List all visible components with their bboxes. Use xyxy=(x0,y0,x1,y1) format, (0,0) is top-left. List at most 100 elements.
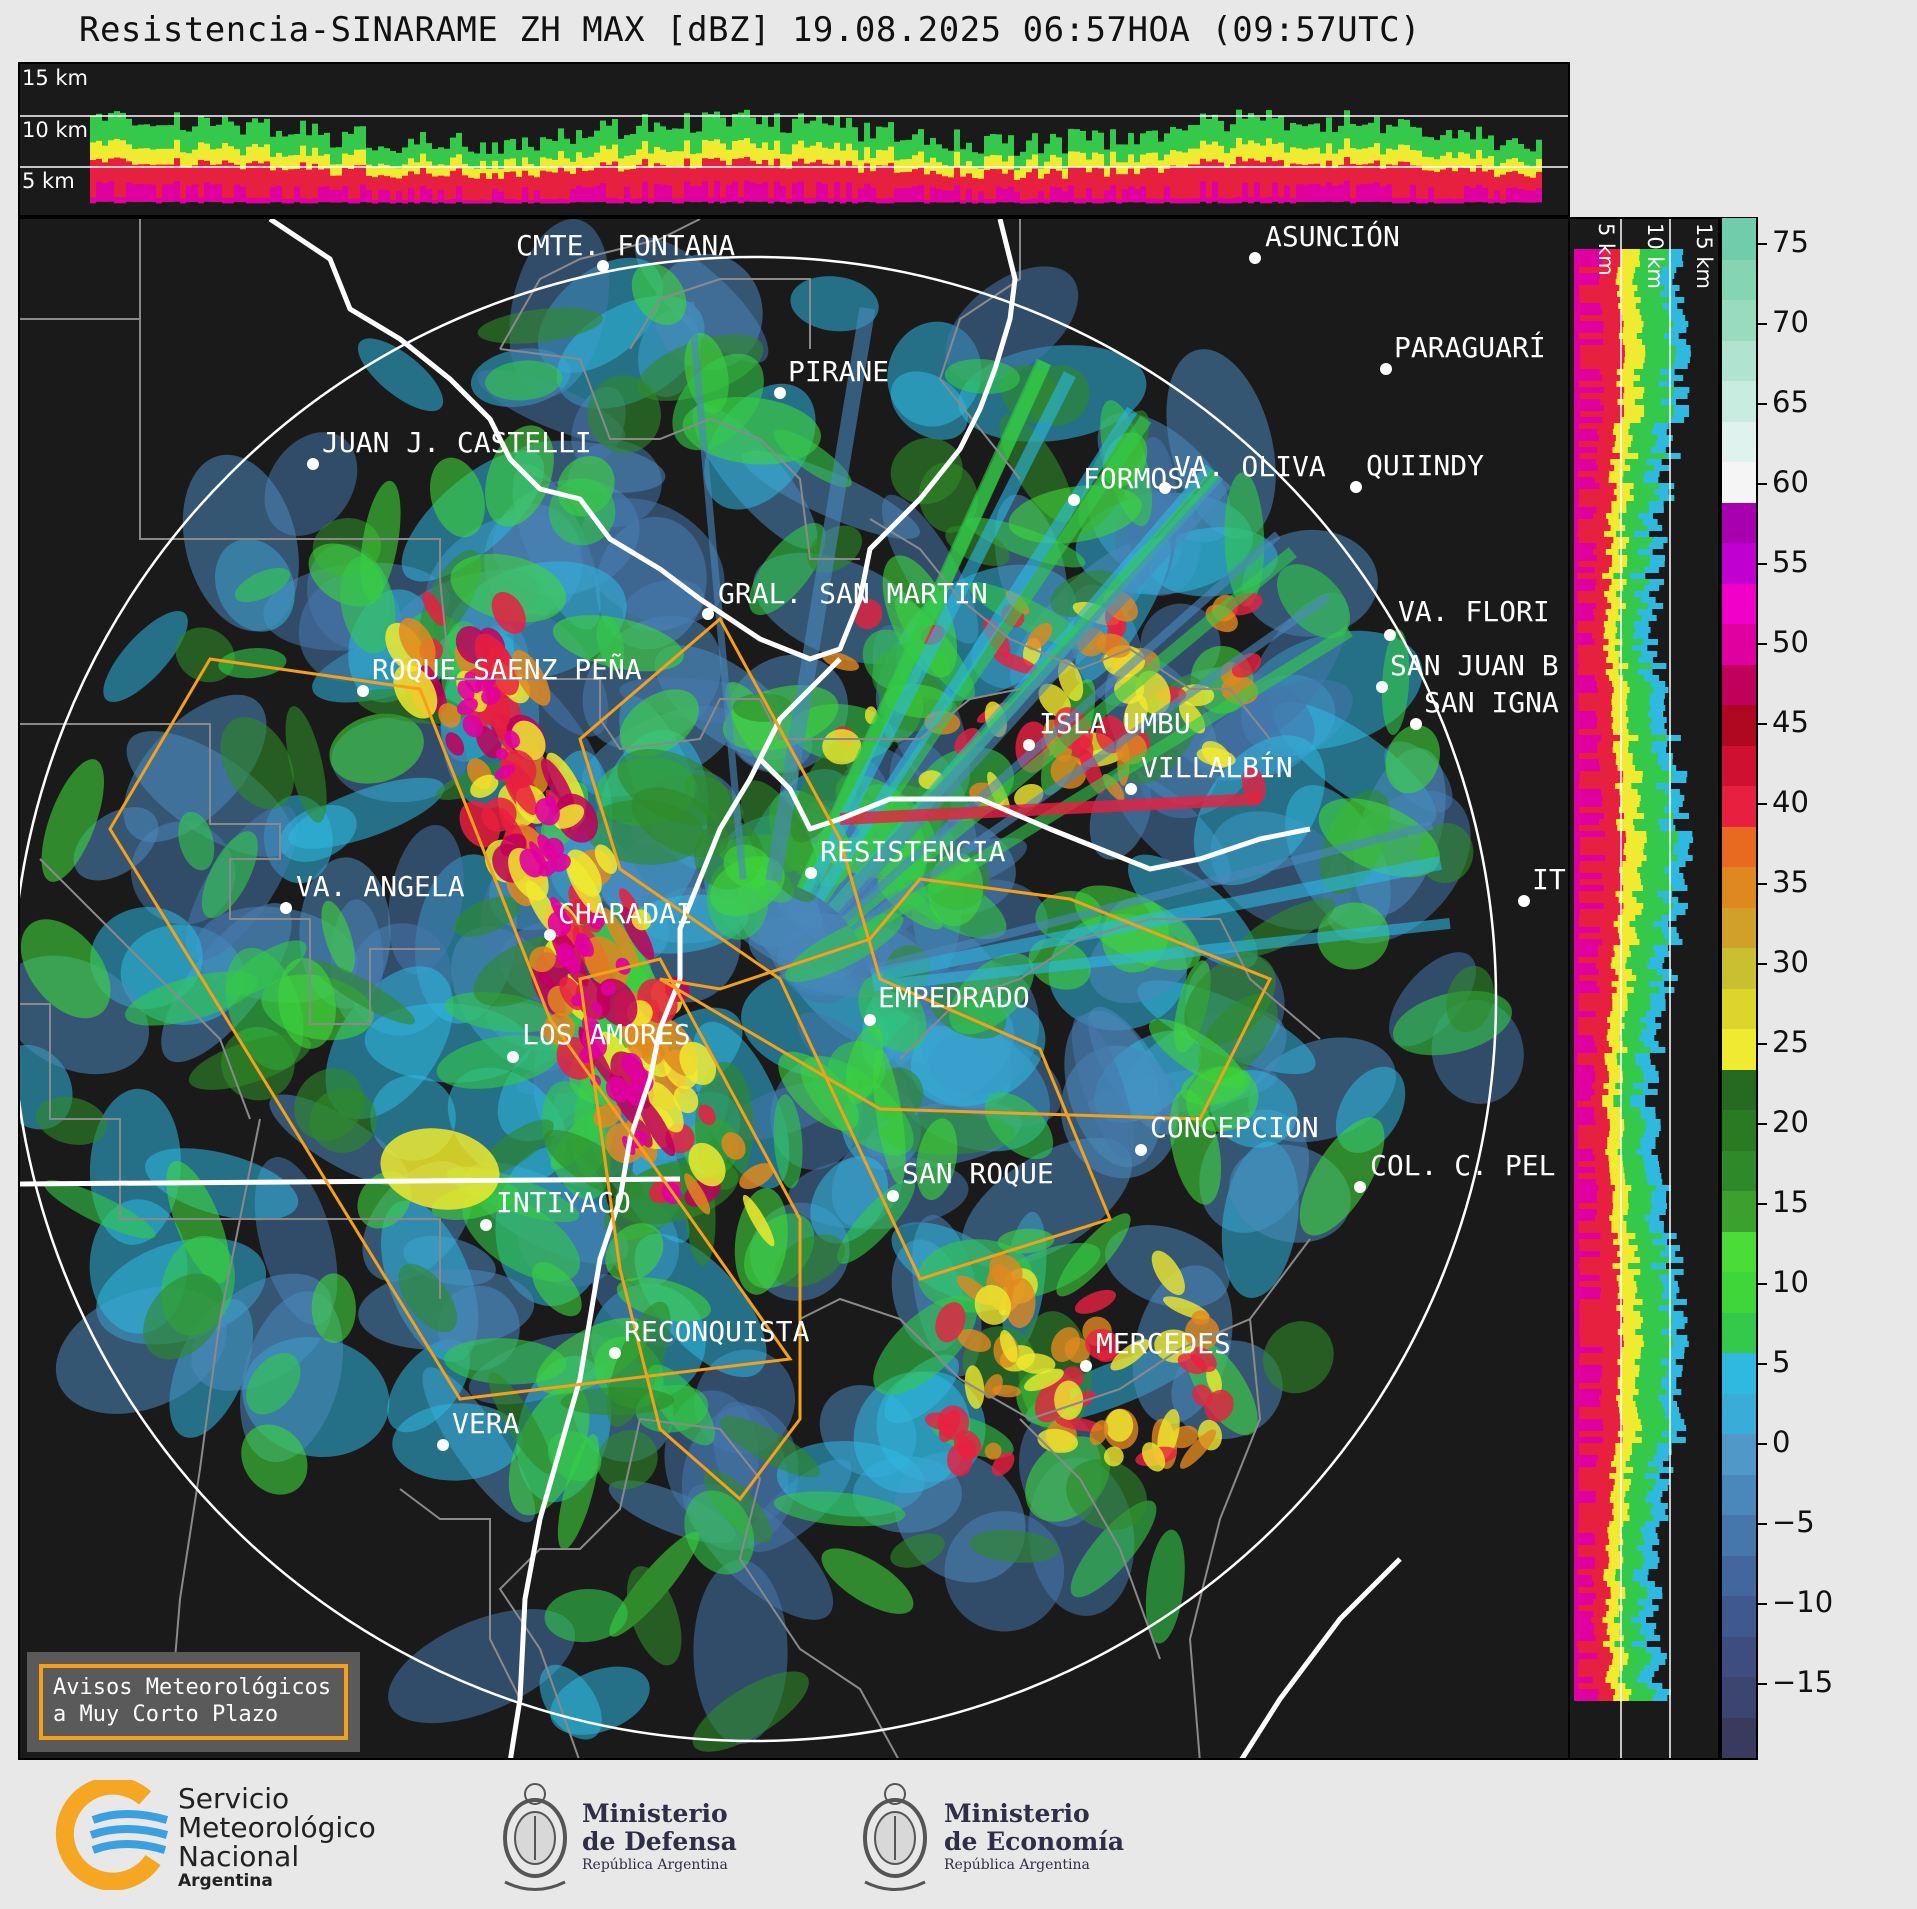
admin-borders xyxy=(20,219,1321,1758)
city-marker xyxy=(307,458,319,470)
city-label: RECONQUISTA xyxy=(624,1315,810,1348)
colorbar-tick xyxy=(1758,483,1767,485)
colorbar-segment xyxy=(1722,1190,1756,1232)
colorbar-tick xyxy=(1758,403,1767,405)
city-label: COL. C. PEL xyxy=(1370,1149,1556,1182)
colorbar-segment xyxy=(1722,987,1756,1029)
colorbar-tick xyxy=(1758,243,1767,245)
city-label: CHARADAI xyxy=(558,897,693,930)
city-label: MERCEDES xyxy=(1096,1327,1231,1360)
radar-map[interactable]: CMTE. FONTANA ASUNCIÓN PARAGUARÍ PIRANE JUAN… xyxy=(18,217,1570,1760)
city-label: CMTE. FONTANA xyxy=(516,229,736,262)
range-ring xyxy=(20,255,1498,1743)
city-label: VA. OLIVA xyxy=(1174,450,1326,483)
top-km-label-10: 10 km xyxy=(22,118,89,142)
city-marker xyxy=(1080,1360,1092,1372)
top-cross-section-graphic xyxy=(20,109,1568,204)
colorbar-segment xyxy=(1722,947,1756,989)
colorbar-segment xyxy=(1722,1352,1756,1394)
colorbar-tick-label: 45 xyxy=(1772,705,1809,739)
city-label: ROQUE SAENZ PEÑA xyxy=(372,653,642,686)
city-marker xyxy=(1350,481,1362,493)
city-label: SAN ROQUE xyxy=(902,1157,1054,1190)
city-marker xyxy=(507,1051,519,1063)
colorbar-segment xyxy=(1722,1149,1756,1191)
economia-line-2: de Economía xyxy=(944,1827,1125,1856)
smn-line-3: Nacional xyxy=(178,1840,300,1873)
city-label: FORMOSA xyxy=(1083,462,1202,495)
city-marker xyxy=(702,608,714,620)
colorbar-tick-label: 10 xyxy=(1772,1265,1809,1299)
colorbar-tick xyxy=(1758,1603,1767,1605)
warning-legend-box[interactable]: Avisos Meteorológicos a Muy Corto Plazo xyxy=(27,1652,360,1752)
right-km-label-5: 5 km xyxy=(1594,223,1618,276)
colorbar-segment xyxy=(1722,866,1756,908)
city-marker xyxy=(609,1347,621,1359)
colorbar-segment xyxy=(1722,1514,1756,1556)
rivers xyxy=(20,219,1402,1758)
top-cross-section: 15 km 10 km 5 km xyxy=(18,62,1570,217)
radar-echoes xyxy=(20,219,1524,1752)
colorbar-tick-label: 30 xyxy=(1772,945,1809,979)
colorbar-tick-label: 35 xyxy=(1772,865,1809,899)
colorbar-tick-label: 50 xyxy=(1772,625,1809,659)
colorbar-segment xyxy=(1722,1311,1756,1353)
colorbar-tick-label: 15 xyxy=(1772,1185,1809,1219)
warning-legend-line-1: Avisos Meteorológicos xyxy=(53,1675,332,1700)
smn-logo-icon xyxy=(55,1780,169,1890)
city-marker xyxy=(1249,252,1261,264)
economia-coat-of-arms-icon xyxy=(863,1783,927,1891)
colorbar-segment xyxy=(1722,704,1756,746)
colorbar-segment xyxy=(1722,461,1756,503)
city-label: QUIINDY xyxy=(1366,449,1485,482)
city-marker xyxy=(437,1439,449,1451)
city-marker xyxy=(1159,482,1171,494)
city-marker xyxy=(1354,1181,1366,1193)
colorbar-tick xyxy=(1758,883,1767,885)
top-km-label-15: 15 km xyxy=(22,66,89,90)
city-marker xyxy=(597,260,609,272)
city-label: JUAN J. CASTELLI xyxy=(322,426,592,459)
smn-line-4: Argentina xyxy=(178,1871,273,1891)
city-label: INTIYACO xyxy=(496,1186,631,1219)
colorbar-tick xyxy=(1758,1203,1767,1205)
map-title: Resistencia-SINARAME ZH MAX [dBZ] 19.08.… xyxy=(78,10,1422,50)
colorbar-segment xyxy=(1722,1028,1756,1070)
colorbar-tick-label: 65 xyxy=(1772,385,1809,419)
colorbar-segment xyxy=(1722,744,1756,786)
city-marker xyxy=(1376,681,1388,693)
city-marker xyxy=(280,902,292,914)
colorbar-segment xyxy=(1722,1676,1756,1718)
right-cross-section-graphic xyxy=(1574,219,1694,1758)
colorbar-segment xyxy=(1722,1230,1756,1272)
colorbar-segment xyxy=(1722,1271,1756,1313)
city-label: CONCEPCION xyxy=(1150,1111,1319,1144)
city-label: VA. ANGELA xyxy=(296,870,465,903)
city-marker xyxy=(544,929,556,941)
defensa-name: Ministerio de Defensa República Argentin… xyxy=(582,1800,737,1874)
colorbar-segment xyxy=(1722,1635,1756,1677)
colorbar-segment xyxy=(1722,1554,1756,1596)
city-label: ASUNCIÓN xyxy=(1265,220,1400,253)
right-km-label-10: 10 km xyxy=(1643,223,1667,290)
defensa-coat-of-arms-icon xyxy=(503,1783,567,1891)
colorbar-tick xyxy=(1758,1443,1767,1445)
city-marker xyxy=(1135,1144,1147,1156)
colorbar-segment xyxy=(1722,380,1756,422)
city-label: VILLALBÍN xyxy=(1141,751,1293,784)
right-km-label-15: 15 km xyxy=(1692,223,1716,290)
colorbar-tick xyxy=(1758,1363,1767,1365)
city-marker xyxy=(887,1190,899,1202)
colorbar-segment xyxy=(1722,218,1756,260)
smn-name: Servicio Meteorológico Nacional Argentin… xyxy=(178,1784,376,1891)
colorbar-tick xyxy=(1758,1523,1767,1525)
city-label: IT xyxy=(1532,863,1566,896)
colorbar-tick-label: 60 xyxy=(1772,465,1809,499)
city-label: SAN IGNA xyxy=(1424,686,1559,719)
colorbar-tick xyxy=(1758,1043,1767,1045)
colorbar-tick-label: 75 xyxy=(1772,225,1809,259)
colorbar-tick xyxy=(1758,723,1767,725)
colorbar-tick-label: 55 xyxy=(1772,545,1809,579)
right-cross-section: 5 km 10 km 15 km xyxy=(1570,217,1720,1760)
city-marker xyxy=(1068,494,1080,506)
